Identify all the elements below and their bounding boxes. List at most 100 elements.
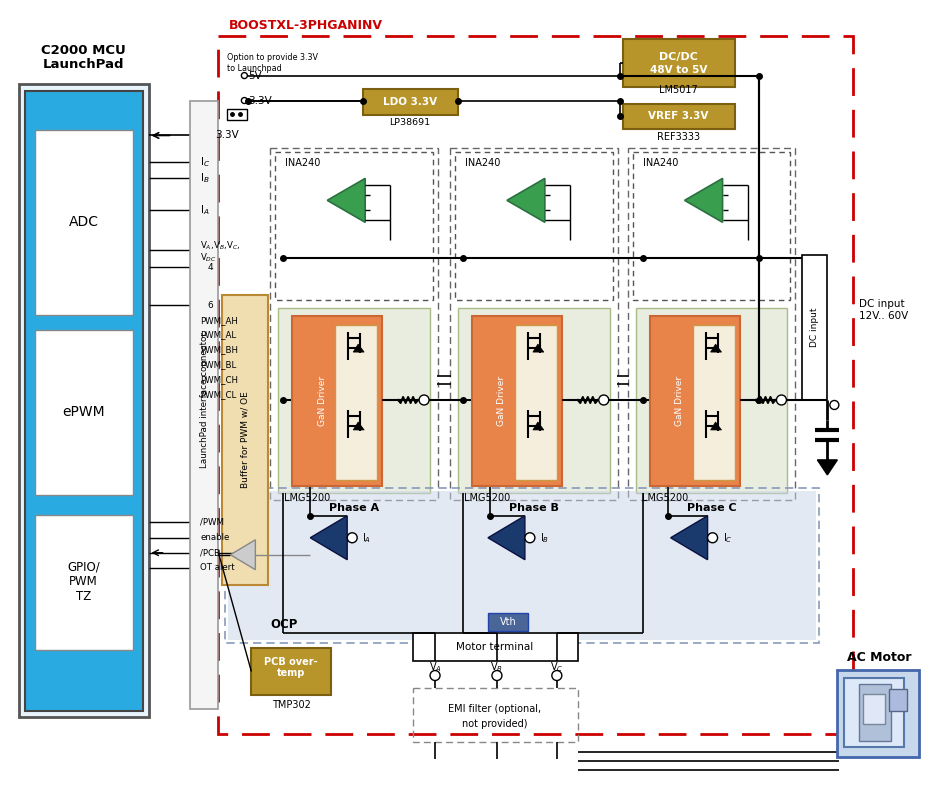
Text: Phase B: Phase B bbox=[509, 503, 559, 512]
Text: GaN Driver: GaN Driver bbox=[675, 376, 683, 426]
Bar bbox=[34, 330, 133, 495]
Polygon shape bbox=[533, 422, 543, 430]
Bar bbox=[471, 316, 561, 486]
Bar bbox=[413, 633, 577, 661]
Polygon shape bbox=[353, 344, 364, 352]
Text: V$_A$: V$_A$ bbox=[428, 661, 441, 674]
Text: PWM_AL: PWM_AL bbox=[200, 330, 237, 339]
Bar bbox=[270, 148, 438, 500]
Bar bbox=[622, 38, 734, 87]
Text: to Launchpad: to Launchpad bbox=[227, 64, 282, 73]
Circle shape bbox=[599, 395, 608, 405]
Text: 3.3V: 3.3V bbox=[248, 95, 272, 106]
Text: INA240: INA240 bbox=[285, 159, 320, 168]
Bar bbox=[449, 148, 617, 500]
Polygon shape bbox=[507, 178, 545, 222]
Text: enable: enable bbox=[200, 533, 229, 542]
Text: LMG5200: LMG5200 bbox=[641, 493, 688, 503]
Bar bbox=[25, 91, 142, 711]
Bar bbox=[363, 88, 458, 115]
Bar bbox=[19, 83, 148, 718]
Bar bbox=[487, 613, 527, 630]
Bar bbox=[844, 678, 903, 747]
Circle shape bbox=[419, 395, 429, 405]
Bar bbox=[514, 325, 556, 480]
Text: DC/DC: DC/DC bbox=[659, 51, 697, 62]
Text: LDO 3.3V: LDO 3.3V bbox=[382, 96, 437, 107]
Bar bbox=[228, 491, 816, 639]
Text: Phase C: Phase C bbox=[686, 503, 736, 512]
Text: OT alert: OT alert bbox=[200, 563, 235, 572]
Polygon shape bbox=[710, 344, 721, 352]
Text: AC Motor: AC Motor bbox=[846, 651, 910, 664]
Text: C2000 MCU: C2000 MCU bbox=[41, 44, 126, 57]
Text: Vth: Vth bbox=[499, 617, 516, 626]
Bar bbox=[635, 308, 787, 493]
Bar bbox=[34, 515, 133, 650]
Polygon shape bbox=[533, 344, 543, 352]
Bar bbox=[455, 152, 612, 300]
Text: DC input
12V.. 60V: DC input 12V.. 60V bbox=[858, 299, 908, 321]
Text: not provided): not provided) bbox=[462, 719, 527, 730]
Polygon shape bbox=[230, 540, 255, 569]
Text: I$_B$: I$_B$ bbox=[539, 531, 548, 545]
Text: DC input: DC input bbox=[809, 307, 818, 347]
Text: GaN Driver: GaN Driver bbox=[496, 376, 506, 426]
Bar bbox=[862, 695, 884, 724]
Text: VREF 3.3V: VREF 3.3V bbox=[648, 111, 708, 121]
Text: V$_A$,V$_B$,V$_C$,: V$_A$,V$_B$,V$_C$, bbox=[200, 239, 240, 252]
Polygon shape bbox=[684, 178, 722, 222]
Circle shape bbox=[829, 400, 838, 410]
Text: I$_A$: I$_A$ bbox=[362, 531, 371, 545]
Bar bbox=[335, 325, 377, 480]
Text: PWM_BL: PWM_BL bbox=[200, 361, 237, 370]
Text: LMG5200: LMG5200 bbox=[284, 493, 330, 503]
Text: Buffer for PWM w/ OE: Buffer for PWM w/ OE bbox=[240, 391, 250, 488]
Polygon shape bbox=[817, 460, 836, 475]
Text: /PWM: /PWM bbox=[200, 517, 225, 526]
Bar bbox=[458, 308, 609, 493]
Bar bbox=[227, 108, 247, 120]
Bar bbox=[627, 148, 794, 500]
Text: TMP302: TMP302 bbox=[272, 700, 310, 711]
Text: INA240: INA240 bbox=[642, 159, 677, 168]
Text: PWM_CH: PWM_CH bbox=[200, 375, 238, 384]
Text: 3.3V: 3.3V bbox=[215, 131, 238, 140]
Bar bbox=[251, 647, 331, 695]
Bar bbox=[692, 325, 734, 480]
Text: LMG5200: LMG5200 bbox=[463, 493, 509, 503]
Text: REF3333: REF3333 bbox=[656, 132, 700, 143]
Text: 48V to 5V: 48V to 5V bbox=[650, 65, 706, 75]
Text: I$_C$: I$_C$ bbox=[200, 156, 211, 169]
Text: PWM_CL: PWM_CL bbox=[200, 391, 237, 399]
Text: OCP: OCP bbox=[270, 618, 297, 631]
Text: /PCB: /PCB bbox=[200, 549, 220, 557]
Text: Motor terminal: Motor terminal bbox=[456, 642, 533, 651]
Bar bbox=[34, 131, 133, 315]
Polygon shape bbox=[487, 516, 524, 560]
Bar bbox=[222, 295, 268, 585]
Text: ADC: ADC bbox=[69, 215, 98, 229]
Polygon shape bbox=[310, 516, 347, 560]
Text: BOOSTXL-3PHGANINV: BOOSTXL-3PHGANINV bbox=[228, 19, 382, 32]
Bar bbox=[218, 35, 853, 735]
Circle shape bbox=[551, 670, 561, 681]
Bar bbox=[632, 152, 790, 300]
Text: I$_B$: I$_B$ bbox=[200, 172, 210, 185]
Bar bbox=[836, 670, 918, 757]
Text: PWM_AH: PWM_AH bbox=[200, 316, 238, 325]
Circle shape bbox=[524, 533, 535, 543]
Bar bbox=[858, 683, 890, 741]
Text: 5V: 5V bbox=[248, 71, 262, 80]
Circle shape bbox=[707, 533, 716, 543]
Bar bbox=[888, 690, 907, 711]
Text: LM5017: LM5017 bbox=[659, 84, 697, 95]
Text: LaunchPad interface connector: LaunchPad interface connector bbox=[200, 332, 209, 468]
Text: I$_C$: I$_C$ bbox=[722, 531, 731, 545]
Text: V$_C$: V$_C$ bbox=[549, 661, 563, 674]
Text: V$_B$: V$_B$ bbox=[490, 661, 503, 674]
Text: EMI filter (optional,: EMI filter (optional, bbox=[448, 704, 541, 715]
Circle shape bbox=[430, 670, 440, 681]
Text: GaN Driver: GaN Driver bbox=[317, 376, 327, 426]
Bar bbox=[802, 255, 827, 400]
